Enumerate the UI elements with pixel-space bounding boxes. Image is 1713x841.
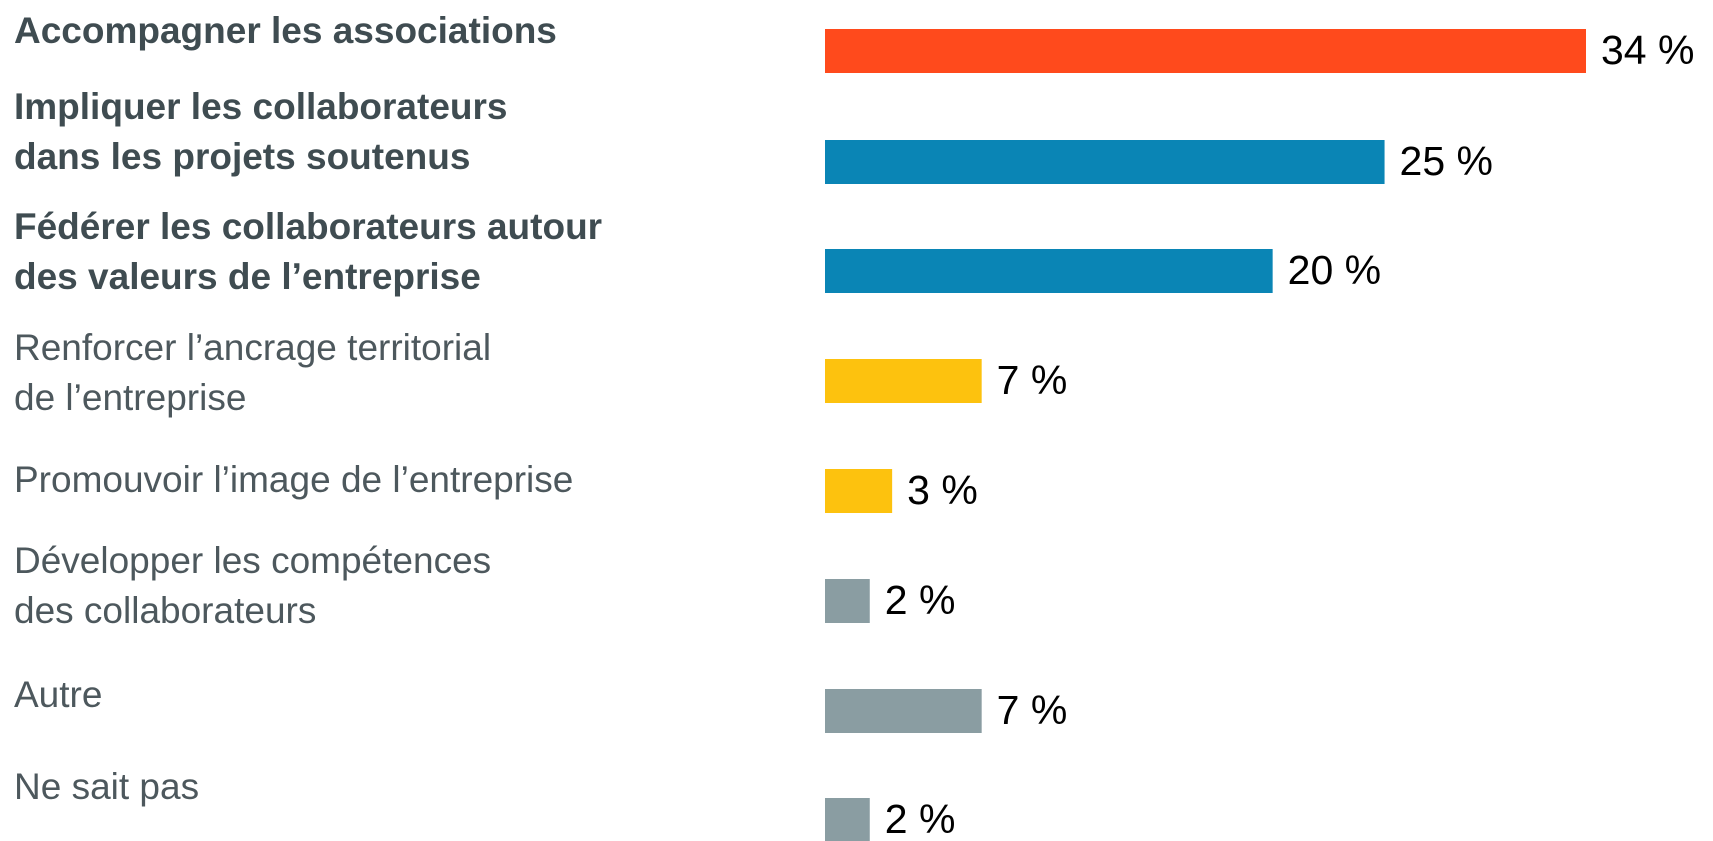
category-label: Accompagner les associations [14, 10, 557, 51]
category-label-line: Impliquer les collaborateurs [14, 86, 507, 127]
category-label-line: Promouvoir l’image de l’entreprise [14, 459, 573, 500]
value-label: 7 % [997, 357, 1068, 403]
category-label: Renforcer l’ancrage territorial de l’entr… [14, 327, 491, 418]
category-label-line: Ne sait pas [14, 766, 199, 807]
category-label-line: Accompagner les associations [14, 10, 557, 51]
bar [825, 798, 870, 841]
bar [825, 249, 1273, 293]
category-label-line: dans les projets soutenus [14, 136, 470, 177]
value-label: 34 % [1601, 27, 1694, 73]
category-label: Développer les compétences des collaborat… [14, 540, 491, 631]
category-label-line: des valeurs de l’entreprise [14, 256, 481, 297]
value-label: 2 % [885, 577, 956, 623]
category-label-line: Renforcer l’ancrage territorial [14, 327, 491, 368]
category-label-line: de l’entreprise [14, 377, 246, 418]
bar [825, 359, 982, 403]
category-label: Ne sait pas [14, 766, 199, 807]
value-label: 7 % [997, 687, 1068, 733]
bar [825, 579, 870, 623]
value-label: 2 % [885, 796, 956, 841]
value-label: 25 % [1400, 138, 1493, 184]
bar [825, 29, 1586, 73]
bar [825, 140, 1385, 184]
value-label: 20 % [1288, 247, 1381, 293]
category-label-line: Autre [14, 674, 102, 715]
category-label-line: des collaborateurs [14, 590, 316, 631]
category-label: Autre [14, 674, 102, 715]
category-label: Fédérer les collaborateurs autour des val… [14, 206, 602, 297]
category-label: Promouvoir l’image de l’entreprise [14, 459, 573, 500]
category-label-line: Fédérer les collaborateurs autour [14, 206, 602, 247]
value-label: 3 % [907, 467, 978, 513]
category-label: Impliquer les collaborateurs dans les pro… [14, 86, 507, 177]
category-label-line: Développer les compétences [14, 540, 491, 581]
bar [825, 469, 893, 513]
bar [825, 689, 982, 733]
